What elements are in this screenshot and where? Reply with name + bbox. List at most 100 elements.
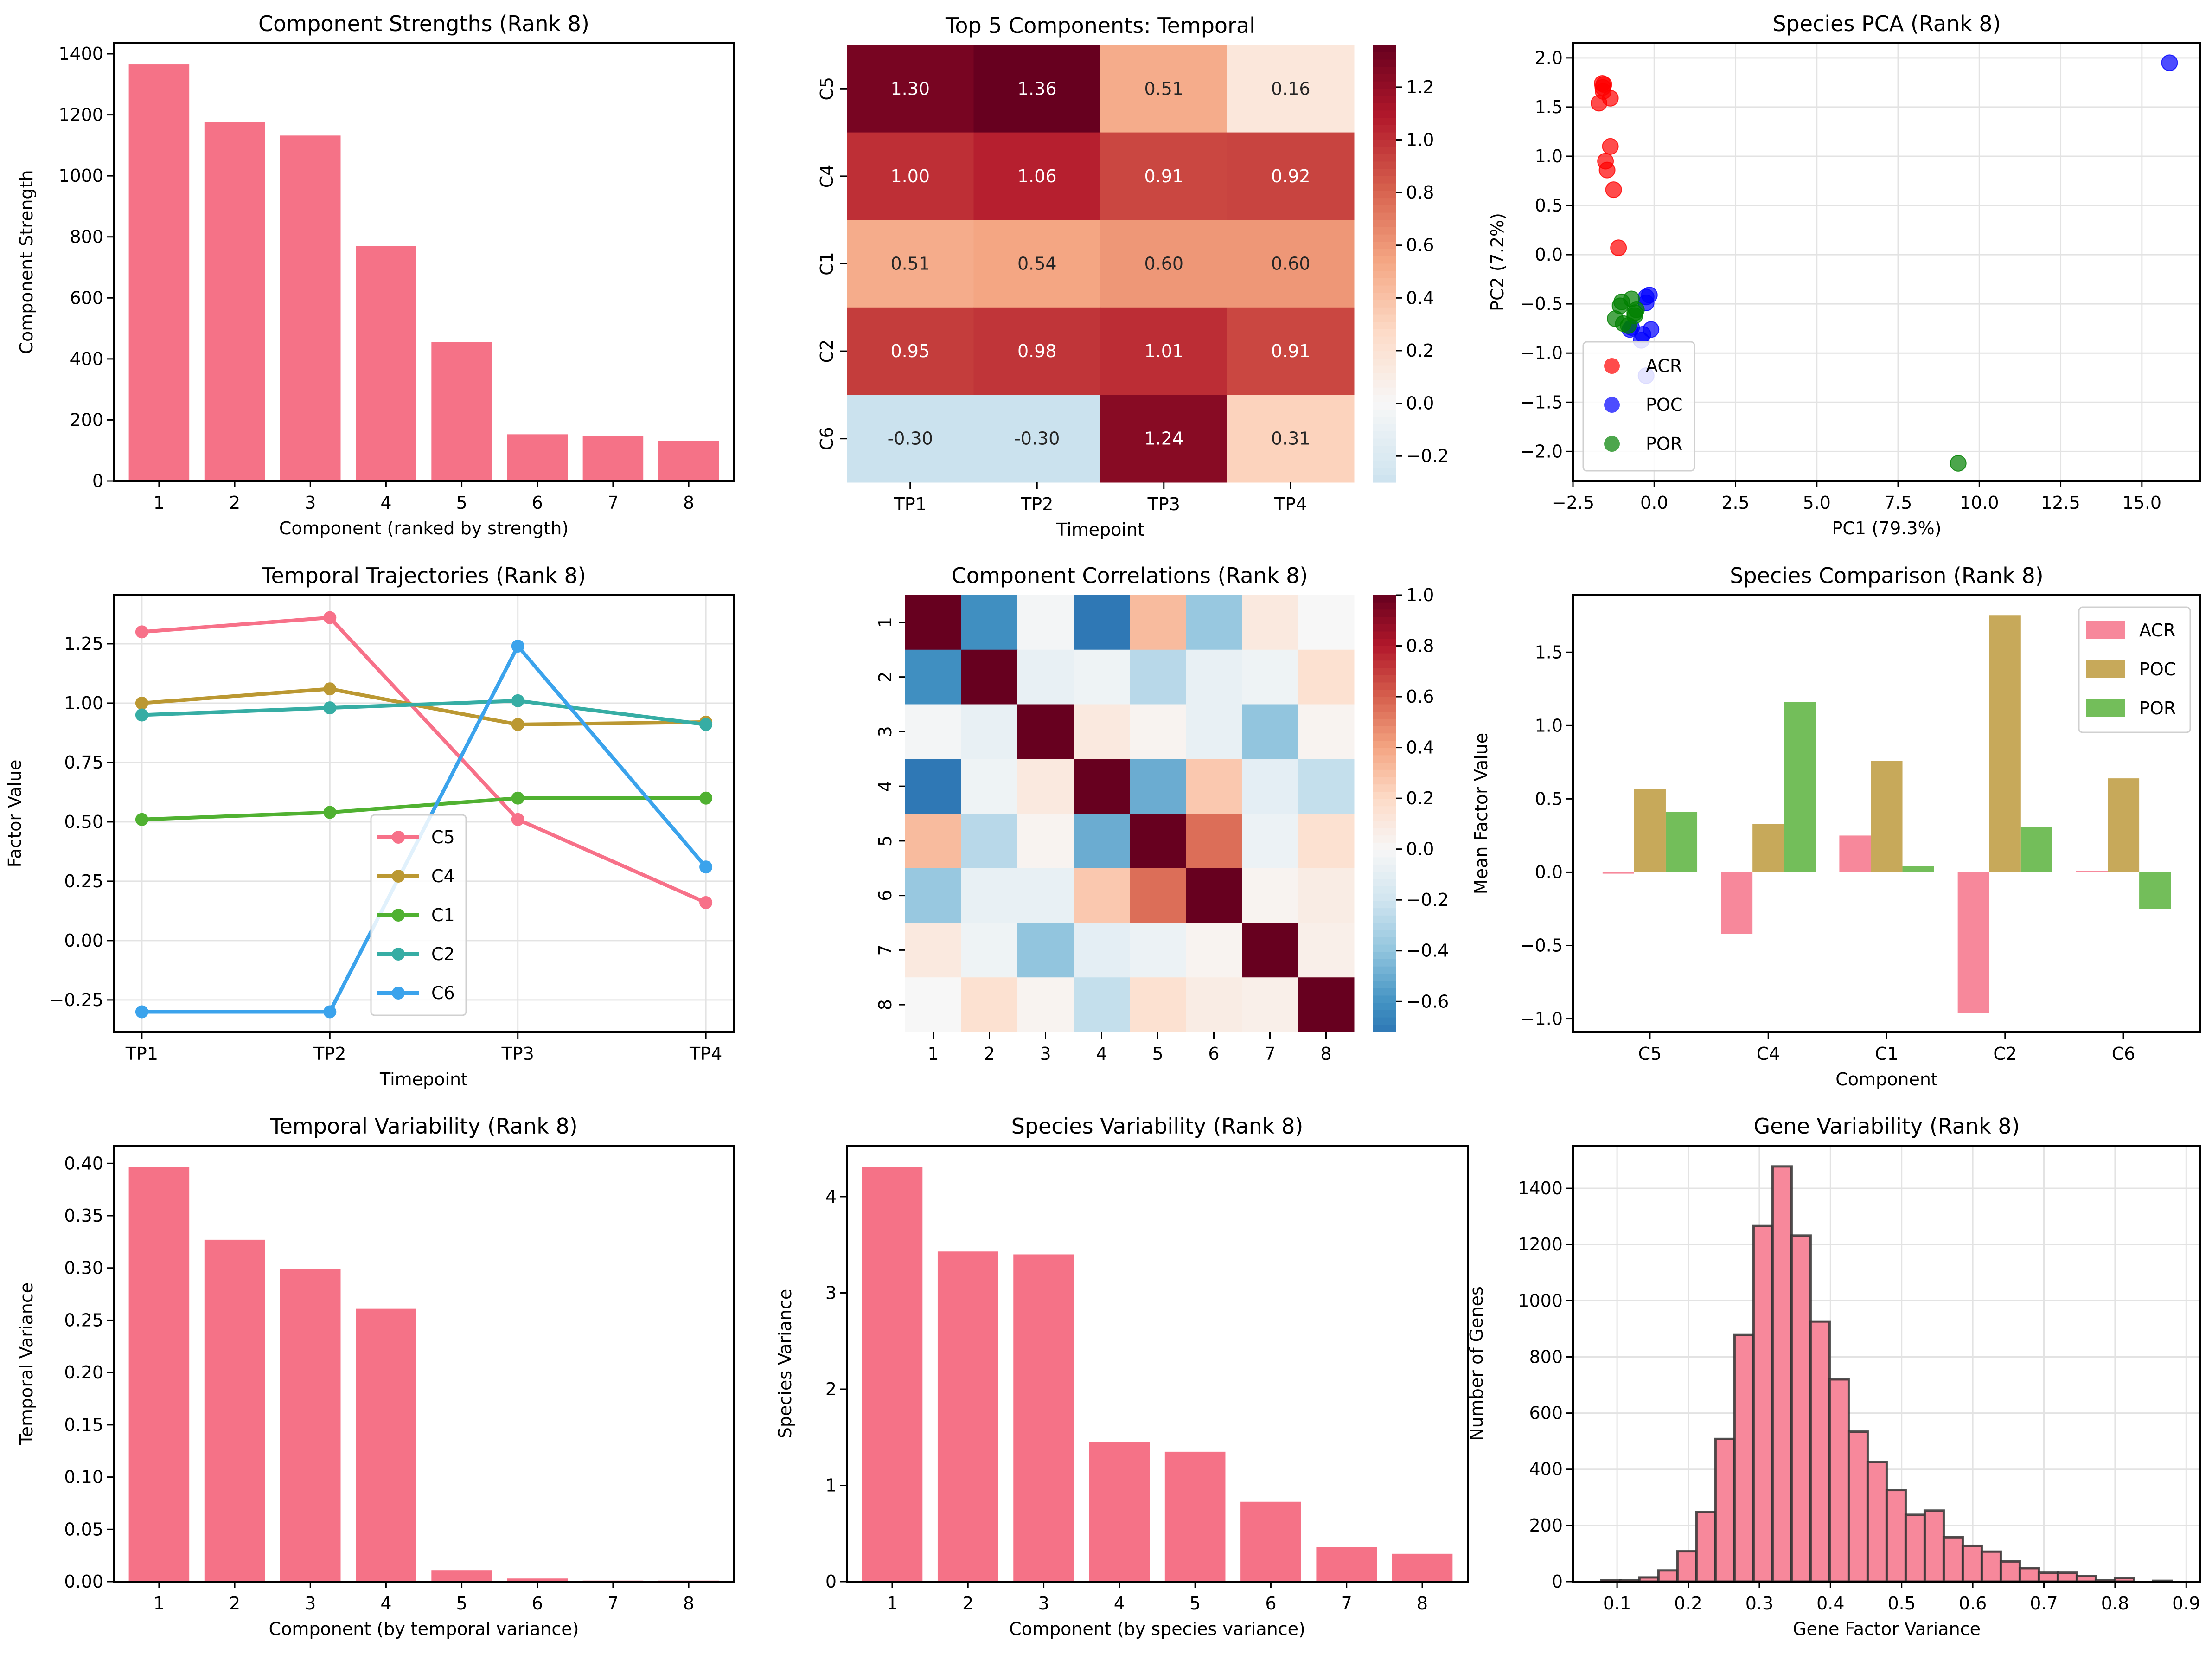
colorbar-tick-label: 0.2 [1406,340,1434,361]
colorbar-segment [1373,923,1396,930]
colorbar-segment [1373,453,1396,461]
bar-acr [1602,872,1634,874]
y-tick-label: 200 [70,410,103,430]
colorbar-segment [1373,198,1396,206]
y-tick-label: 5 [875,835,895,846]
bar [280,1269,341,1582]
colorbar-tick-label: 0.6 [1406,235,1434,256]
bar-poc [1989,615,2021,872]
y-tick-label: 4 [825,1186,837,1207]
colorbar-segment [1373,799,1396,807]
scatter-point-acr [1598,161,1616,179]
bar [1089,1442,1150,1582]
heatmap-cell [1298,977,1355,1032]
colorbar-tick-label: 1.2 [1406,77,1434,97]
y-tick-label: 0.25 [64,871,103,891]
x-tick-label: 1 [887,1593,898,1614]
y-tick-label: 600 [70,288,103,308]
y-tick-label: 200 [1529,1515,1563,1536]
colorbar-segment [1373,952,1396,960]
chart-title: Gene Variability (Rank 8) [1753,1114,2020,1139]
chart-title: Species Variability (Rank 8) [1011,1114,1304,1139]
colorbar-segment [1373,103,1396,111]
legend-marker-acr [1604,358,1620,374]
y-tick-label: 0.10 [64,1467,103,1487]
heatmap-cell [1074,759,1130,814]
colorbar-segment [1373,850,1396,858]
y-tick-label: 1400 [58,44,103,64]
axes-frame [1572,42,2201,482]
colorbar-segment [1373,132,1396,140]
colorbar-segment [1373,748,1396,756]
colorbar-segment [1373,1010,1396,1018]
cell-annotation: -0.30 [888,429,933,449]
x-tick-label: TP4 [1274,494,1307,514]
y-tick-label: 400 [1529,1459,1563,1480]
colorbar-segment [1373,755,1396,763]
series-point-c2 [699,718,713,731]
chart-title: Temporal Variability (Rank 8) [269,1114,577,1139]
x-axis-label: Gene Factor Variance [1793,1619,1981,1639]
heatmap-cell [1186,759,1242,814]
y-axis-label: Number of Genes [1466,1286,1487,1441]
colorbar-segment [1373,96,1396,104]
y-tick-label: 0.35 [64,1205,103,1226]
panel-gene-variability: Gene Variability (Rank 8) 0.1 0.2 0.3 0.4 0.5… [1466,1114,2201,1639]
bar-poc [2108,778,2140,872]
colorbar-segment [1373,602,1396,610]
x-tick-label: 3 [305,493,316,513]
colorbar-segment [1373,293,1396,301]
y-tick-label: 2 [825,1379,837,1399]
heatmap-cell [905,759,962,814]
y-tick-label: 0.25 [64,1310,103,1330]
heatmap-cell [1242,977,1298,1032]
heatmap-cell [1130,649,1186,705]
colorbar-segment [1373,460,1396,468]
legend-marker-c5 [392,831,405,844]
x-tick-label: 7 [607,1593,619,1614]
heatmap-cell [1017,595,1074,650]
x-tick-label: 6 [532,493,543,513]
y-tick-label: 0 [1552,1571,1563,1592]
heatmap-cell [905,923,962,978]
colorbar-segment [1373,256,1396,264]
heatmap-cell [1186,595,1242,650]
colorbar-segment [1373,169,1396,177]
y-tick-label: 1.0 [1535,146,1563,167]
colorbar-segment [1373,227,1396,235]
colorbar-segment [1373,639,1396,647]
colorbar-segment [1373,712,1396,719]
cell-annotation: 1.24 [1144,429,1183,449]
legend-marker-c6 [392,987,405,1000]
y-tick-label: −1.5 [1520,392,1563,412]
x-tick-label: 8 [683,493,694,513]
series-point-c1 [699,791,713,805]
colorbar-segment [1373,67,1396,75]
heatmap-cell [905,814,962,869]
colorbar-segment [1373,183,1396,191]
legend-marker-por [1604,436,1620,452]
y-tick-label: 1.5 [1535,97,1563,117]
heatmap-cell [961,649,1018,705]
x-tick-label: 5 [1152,1044,1163,1064]
colorbar-segment [1373,365,1396,373]
heatmap-cell [1186,649,1242,705]
colorbar-segment [1373,314,1396,322]
y-tick-label: 1 [875,617,895,628]
cell-annotation: 1.01 [1144,341,1183,361]
x-tick-label: 4 [380,493,391,513]
histogram-bin [1657,1569,1679,1583]
x-axis-label: Component (by temporal variance) [269,1619,579,1639]
x-axis-label: Timepoint [379,1069,468,1090]
series-point-c2 [135,708,148,722]
x-tick-label: TP3 [1147,494,1180,514]
histogram-bin [1961,1544,1983,1583]
bar [1316,1547,1377,1582]
x-tick-label: 0.4 [1816,1593,1844,1614]
legend-marker-c2 [392,948,405,961]
y-tick-label: 0.40 [64,1153,103,1173]
colorbar-segment [1373,930,1396,938]
colorbar-segment [1373,395,1396,403]
cell-annotation: 0.91 [1271,341,1311,361]
cell-annotation: 0.51 [890,254,930,274]
